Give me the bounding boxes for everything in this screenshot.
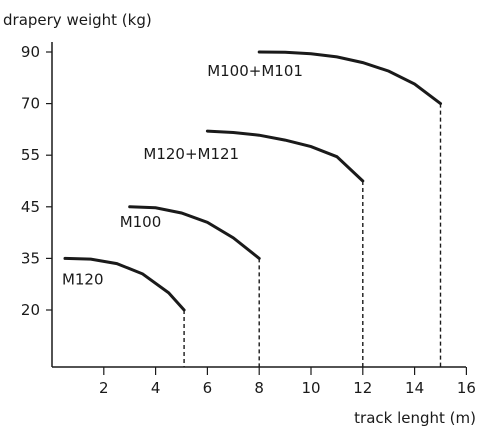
series-curve-4 <box>257 50 442 106</box>
series-label: M120+M121 <box>143 145 239 163</box>
y-axis-label: drapery weight (kg) <box>3 11 152 29</box>
y-tick-label: 35 <box>21 249 40 267</box>
x-tick-label: 8 <box>254 379 264 397</box>
x-tick-label: 16 <box>457 379 476 397</box>
series-curve-1 <box>63 256 186 312</box>
x-axis-label: track lenght (m) <box>354 409 476 427</box>
x-tick-label: 12 <box>353 379 372 397</box>
x-tick-label: 14 <box>405 379 424 397</box>
y-tick-label: 45 <box>21 198 40 216</box>
x-tick-label: 2 <box>99 379 109 397</box>
plot-area: M120 M100 M120+M121 M100+M101 <box>62 50 442 367</box>
y-tick-label: 90 <box>21 43 40 61</box>
series-curve-2 <box>128 205 261 260</box>
series-label: M100 <box>120 213 162 231</box>
series-label: M120 <box>62 270 104 288</box>
series-curve-3 <box>205 129 365 183</box>
x-tick-label: 4 <box>151 379 161 397</box>
axis-ticks: 2 4 6 8 10 12 14 16 20 35 45 55 70 90 <box>21 43 476 397</box>
x-tick-label: 10 <box>301 379 320 397</box>
series-label: M100+M101 <box>207 62 303 80</box>
y-tick-label: 70 <box>21 95 40 113</box>
y-tick-label: 20 <box>21 301 40 319</box>
y-tick-label: 55 <box>21 146 40 164</box>
x-tick-label: 6 <box>203 379 213 397</box>
